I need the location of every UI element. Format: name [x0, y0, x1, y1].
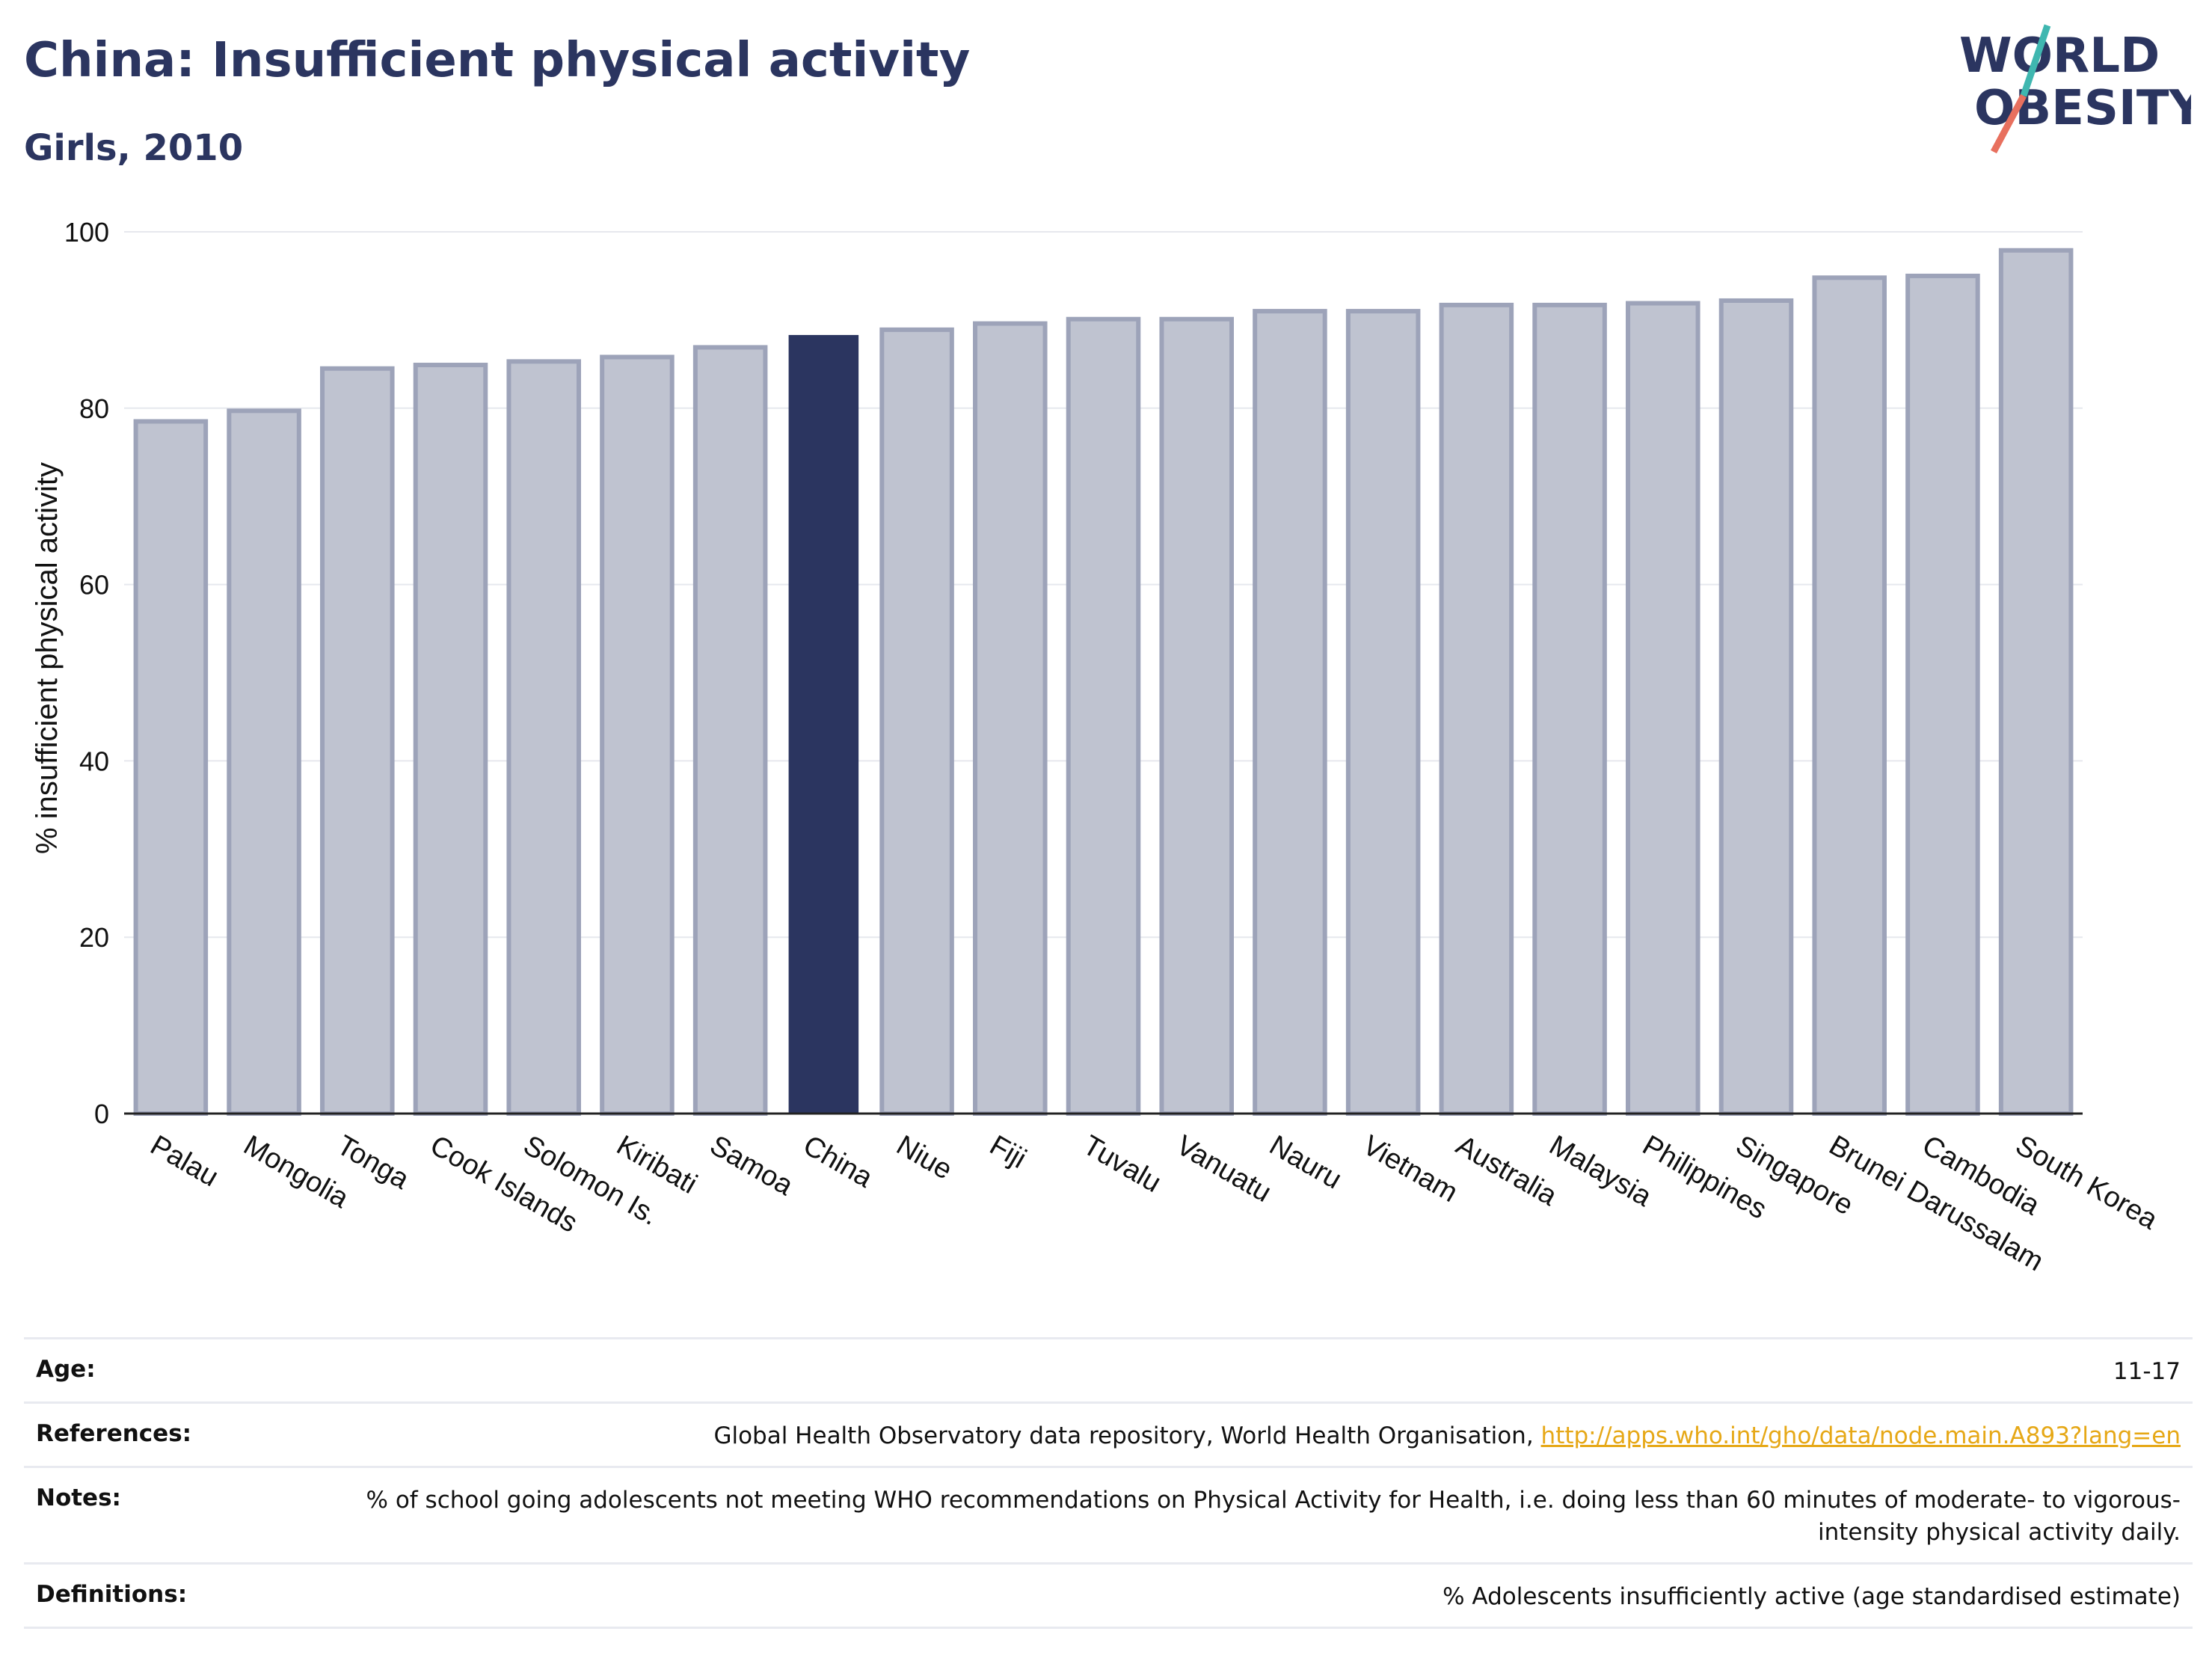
x-tick-label: China [798, 1129, 879, 1194]
definitions-value: % Adolescents insufficiently active (age… [1443, 1583, 2181, 1610]
logo-line1: WORLD [1959, 28, 2160, 84]
bar-vietnam [1345, 309, 1421, 1116]
bar-niue [879, 327, 954, 1116]
bar-south-korea [1998, 248, 2074, 1116]
y-tick-label: 60 [79, 570, 109, 601]
bar-kiribati [600, 354, 675, 1116]
bar-philippines [1626, 301, 1701, 1116]
x-tick-label: Malaysia [1544, 1129, 1658, 1213]
bar-singapore [1718, 298, 1794, 1116]
bar-malaysia [1532, 302, 1607, 1116]
x-tick-label: Nauru [1264, 1129, 1347, 1195]
y-tick-label: 20 [79, 922, 109, 953]
bar-cook-islands [413, 363, 488, 1116]
x-tick-label: Vietnam [1357, 1129, 1463, 1209]
notes-value: % of school going adolescents not meetin… [366, 1487, 2181, 1546]
bar-nauru [1253, 309, 1327, 1116]
bar-cambodia [1905, 273, 1980, 1117]
x-tick-label: Mongolia [239, 1129, 354, 1215]
info-row-age: Age: 11-17 [24, 1337, 2193, 1401]
y-tick-label: 80 [79, 393, 109, 424]
bars [133, 248, 2074, 1117]
info-table: Age: 11-17 References: Global Health Obs… [24, 1337, 2193, 1629]
references-text: Global Health Observatory data repositor… [713, 1422, 1541, 1449]
bar-samoa [692, 345, 768, 1117]
references-link[interactable]: http://apps.who.int/gho/data/node.main.A… [1540, 1422, 2181, 1449]
bar-palau [133, 419, 209, 1116]
y-axis-label: % insufficient physical activity [31, 462, 64, 854]
notes-label: Notes: [36, 1484, 121, 1511]
x-tick-label: Samoa [704, 1129, 799, 1202]
info-row-definitions: Definitions: % Adolescents insufficientl… [24, 1562, 2193, 1629]
age-label: Age: [36, 1356, 96, 1383]
x-tick-label: Niue [891, 1129, 958, 1185]
age-value: 11-17 [2113, 1358, 2181, 1385]
x-tick-label: Vanuatu [1171, 1129, 1276, 1209]
bar-mongolia [227, 408, 301, 1116]
bar-australia [1439, 302, 1514, 1116]
bar-vanuatu [1159, 316, 1234, 1117]
bar-tonga [320, 366, 395, 1116]
logo-slash-coral [1991, 93, 2027, 154]
y-tick-label: 40 [79, 746, 109, 776]
y-tick-label: 100 [64, 217, 109, 248]
bar-solomon-is- [506, 359, 581, 1116]
references-value: Global Health Observatory data repositor… [713, 1420, 2181, 1452]
x-tick-label: Australia [1451, 1129, 1563, 1212]
info-row-references: References: Global Health Observatory da… [24, 1401, 2193, 1466]
x-tick-label: South Korea [2010, 1129, 2163, 1235]
chart-title: China: Insufficient physical activity [24, 33, 971, 88]
bar-tuvalu [1066, 316, 1141, 1117]
definitions-label: Definitions: [36, 1581, 188, 1608]
logo-slash-teal [2020, 24, 2051, 97]
bar-brunei-darussalam [1812, 275, 1887, 1117]
references-label: References: [36, 1420, 192, 1447]
x-tick-label: Palau [145, 1129, 224, 1193]
x-tick-label: Tuvalu [1078, 1129, 1167, 1199]
bar-fiji [973, 321, 1048, 1117]
info-row-notes: Notes: % of school going adolescents not… [24, 1466, 2193, 1562]
world-obesity-logo: WORLD OBESITY [1959, 24, 2191, 154]
bar-china [788, 334, 859, 1114]
chart-subtitle: Girls, 2010 [24, 127, 244, 169]
x-tick-label: Fiji [984, 1129, 1031, 1175]
y-tick-label: 0 [94, 1099, 109, 1129]
